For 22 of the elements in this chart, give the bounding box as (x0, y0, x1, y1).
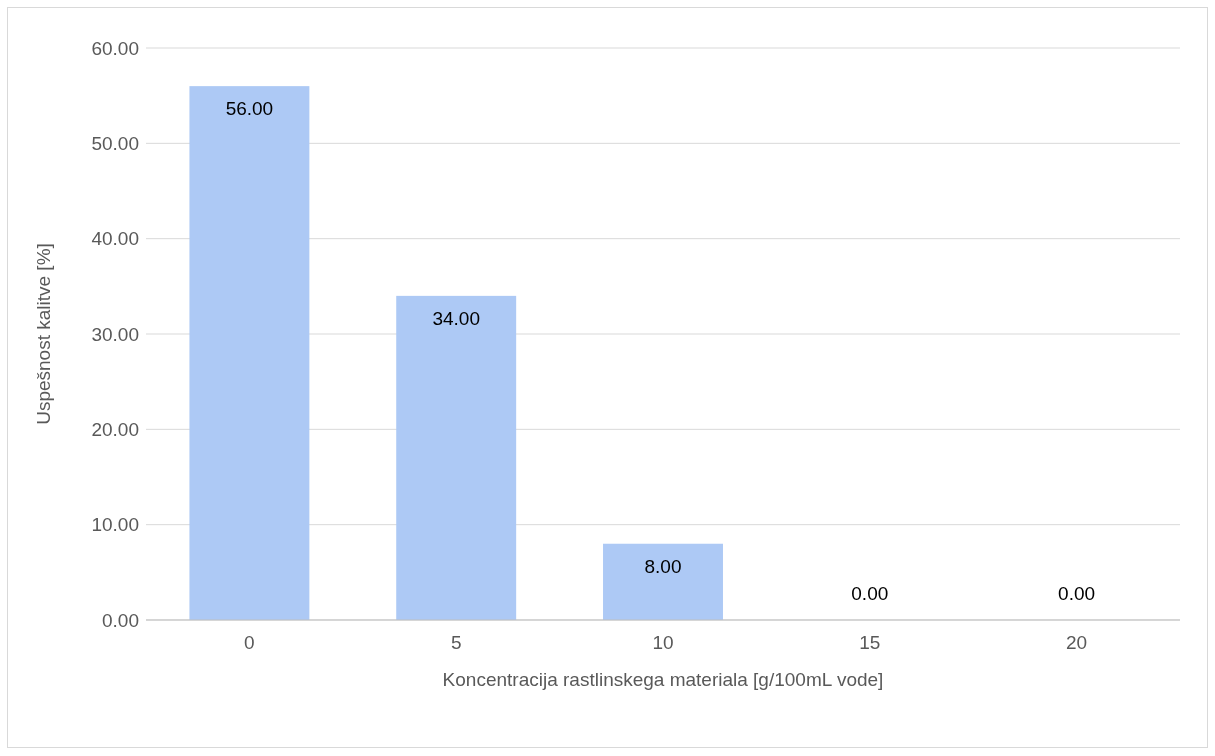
x-tick-label: 10 (652, 632, 674, 653)
bar (603, 543, 723, 620)
y-tick-label: 10.00 (91, 514, 139, 536)
data-label: 56.00 (225, 98, 274, 120)
x-tick-label: 20 (1066, 632, 1088, 653)
y-tick-label: 50.00 (91, 132, 139, 154)
y-tick-label: 40.00 (91, 228, 139, 250)
bar (189, 86, 310, 620)
y-tick-label: 30.00 (91, 323, 139, 345)
y-axis-title: Uspešnost kalitve [%] (33, 243, 54, 425)
y-tick-label: 0.00 (102, 609, 139, 631)
data-label: 0.00 (851, 583, 889, 604)
y-tick-label: 60.00 (91, 37, 139, 59)
bar (396, 295, 517, 620)
x-axis-title: Koncentracija rastlinskega materiala [g/100mL vode] (442, 669, 884, 690)
x-tick-label: 15 (859, 632, 881, 653)
data-label: 8.00 (644, 555, 682, 577)
y-tick-label: 20.00 (91, 418, 139, 440)
x-tick-label: 5 (450, 632, 462, 653)
data-label: 0.00 (1058, 583, 1096, 604)
x-tick-label: 0 (244, 632, 255, 653)
data-label: 34.00 (432, 307, 480, 329)
